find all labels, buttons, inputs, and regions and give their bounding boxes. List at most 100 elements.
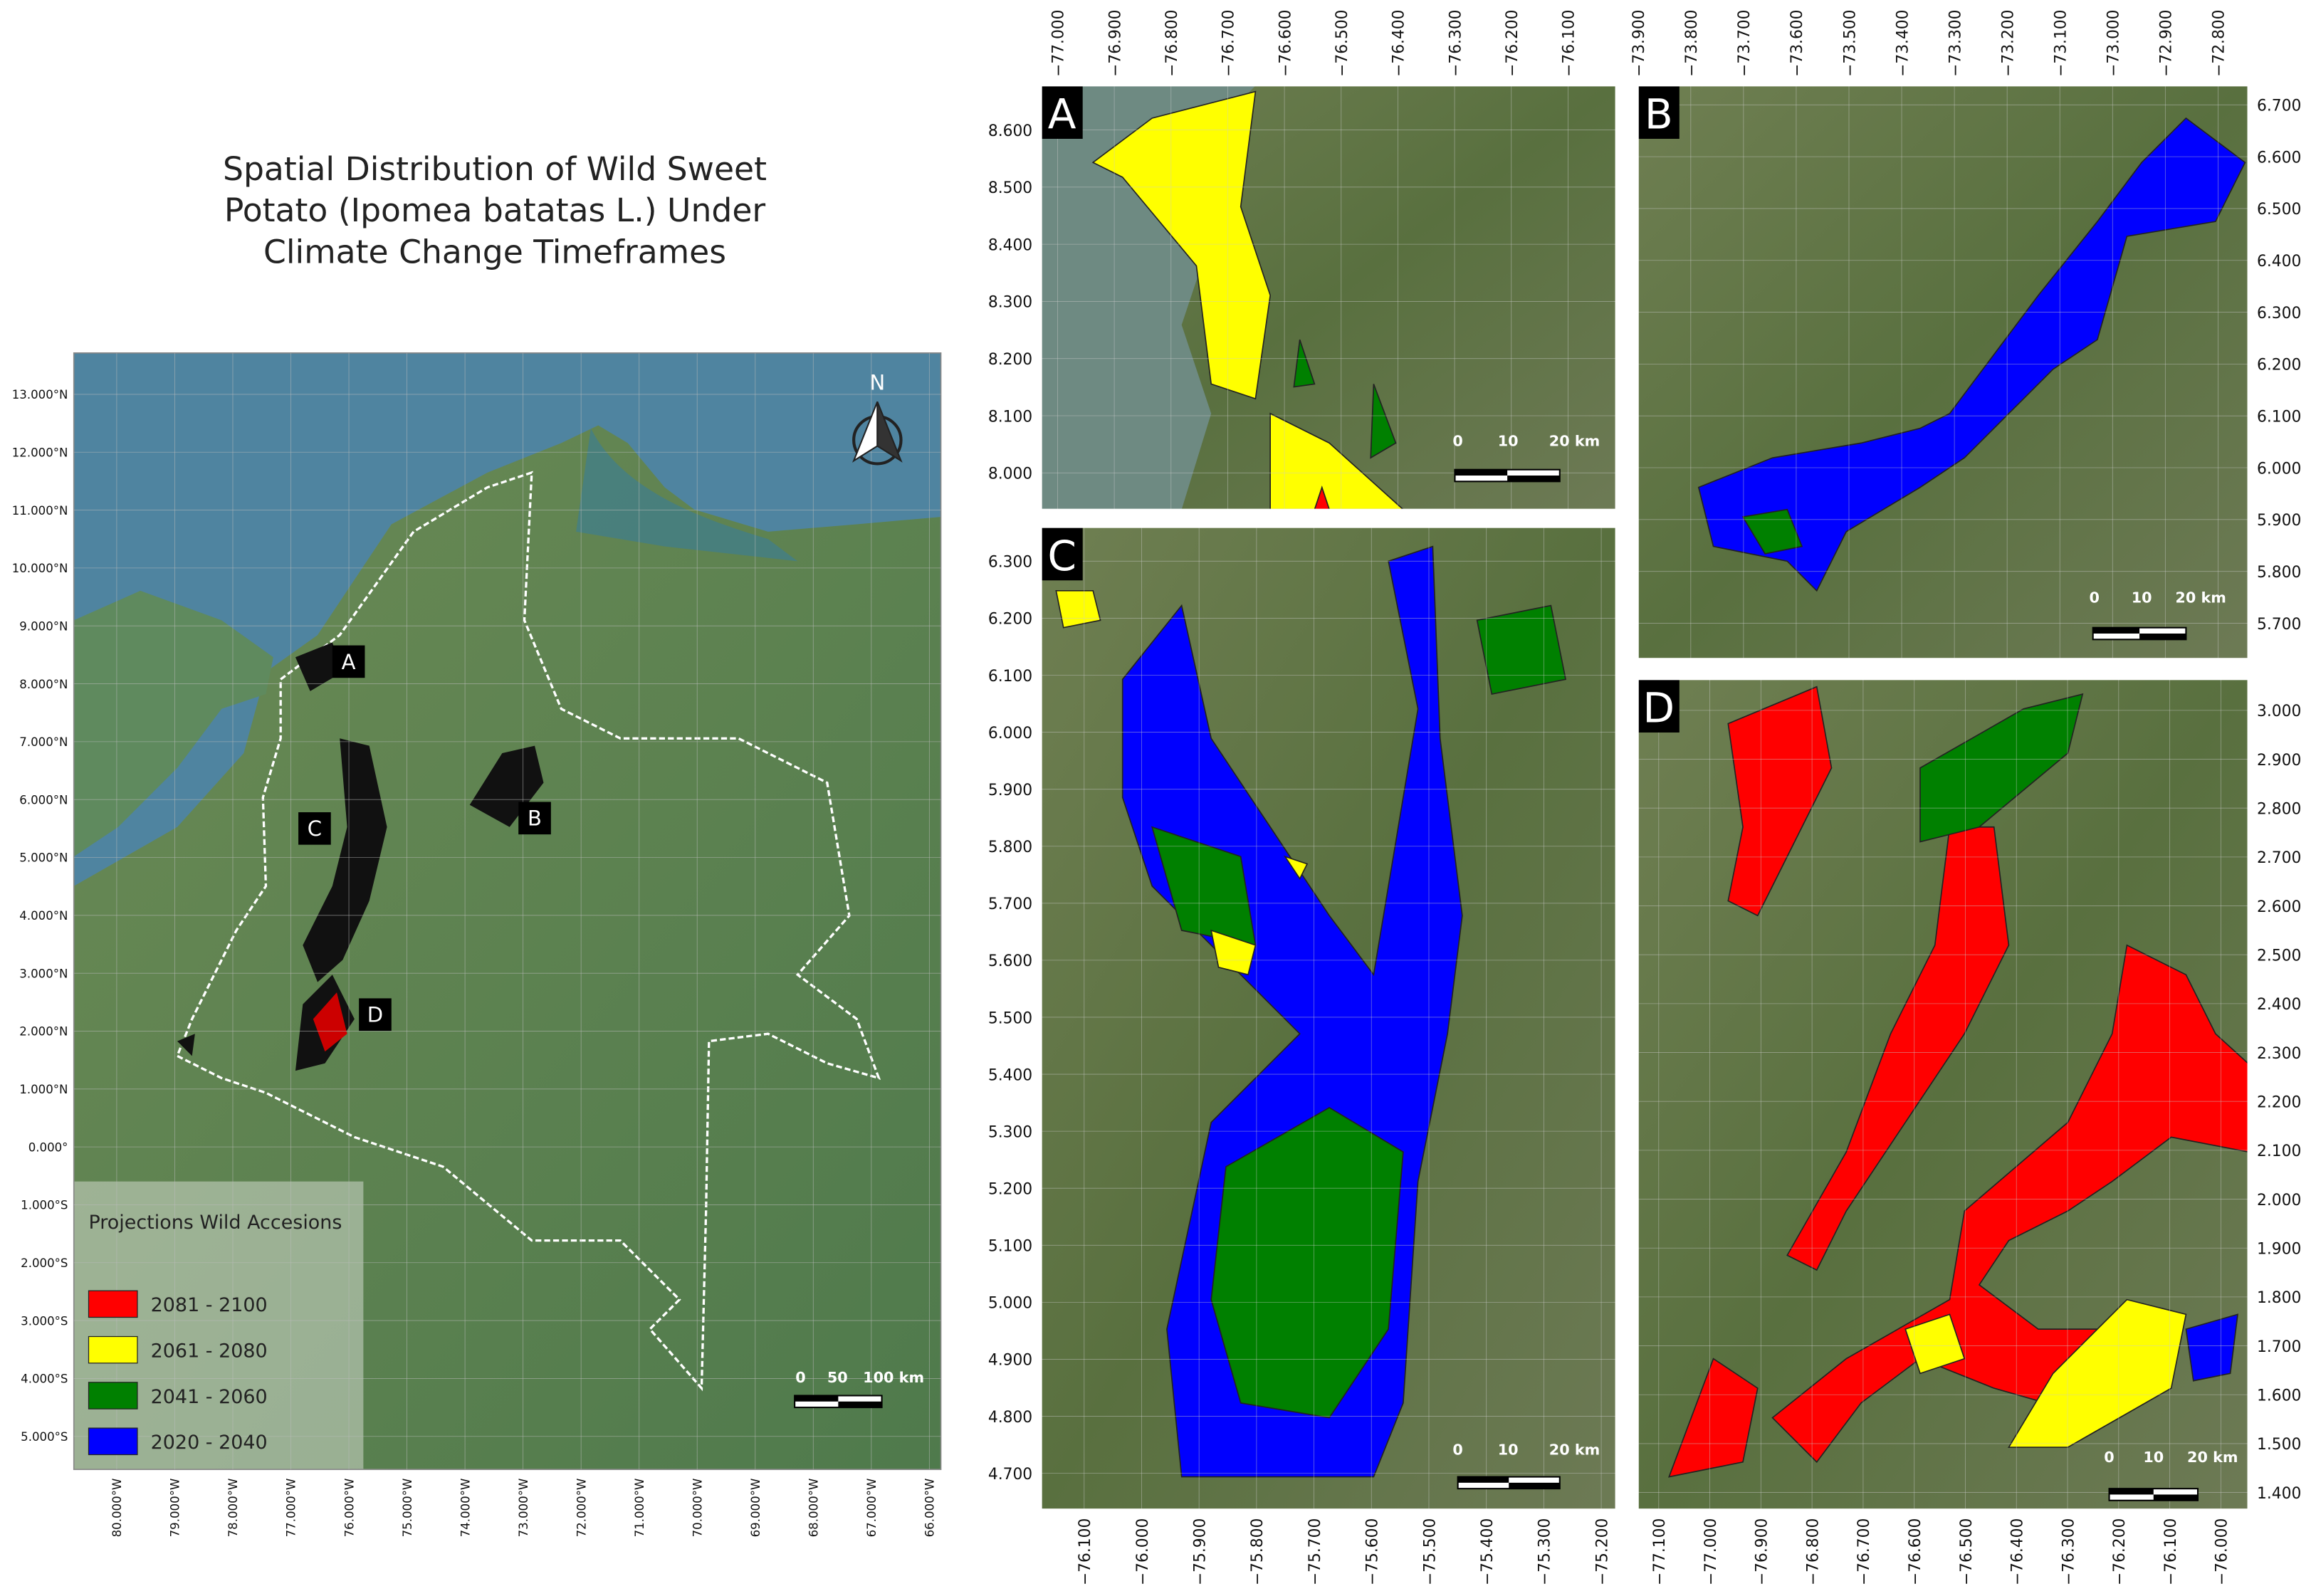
lat-label: 9.000°N — [19, 619, 68, 633]
lon-tick-label: −75.700 — [1306, 1518, 1324, 1585]
scale-bar-seg — [2153, 1494, 2199, 1501]
lat-label: 13.000°N — [12, 388, 68, 401]
lon-tick-label: −75.400 — [1479, 1518, 1497, 1585]
lat-tick-label: 1.500 — [2257, 1436, 2301, 1454]
lon-tick-label: −75.300 — [1536, 1518, 1554, 1585]
lat-tick-label: 6.300 — [988, 554, 1032, 572]
legend-swatch — [88, 1290, 138, 1318]
lat-tick-label: 8.300 — [988, 294, 1032, 312]
lon-tick-label: −76.600 — [1907, 1518, 1924, 1585]
region-label: C — [308, 817, 322, 841]
inset-label-box — [1041, 85, 1083, 140]
lat-label: 5.000°N — [19, 851, 68, 865]
lat-label: 6.000°N — [19, 793, 68, 807]
scale-label: 0 — [795, 1369, 805, 1386]
lat-tick-label: 5.000 — [988, 1295, 1032, 1313]
legend-label: 2061 - 2080 — [151, 1340, 268, 1363]
lat-tick-label: 1.700 — [2257, 1338, 2301, 1356]
inset-a: −77.000 −76.900 −76.800 −76.700 −76.600 −76.5… — [988, 9, 1617, 510]
lon-tick-label: −76.300 — [2060, 1518, 2077, 1585]
lat-tick-label: 6.200 — [988, 611, 1032, 629]
occurrence-area — [1091, 90, 1272, 400]
lon-tick-label: −76.100 — [2162, 1518, 2180, 1585]
scale-bar-seg — [1455, 469, 1508, 476]
lon-tick-label: −76.700 — [1855, 1518, 1873, 1585]
scale-label: 20 km — [2175, 589, 2226, 606]
lat-label: 4.000°N — [19, 909, 68, 923]
lat-tick-label: 8.000 — [988, 466, 1032, 483]
occurrence-area — [1668, 686, 2249, 1478]
lon-tick-label: −75.200 — [1593, 1518, 1611, 1585]
lon-tick-label: −73.500 — [1841, 9, 1859, 76]
scale-label: 10 — [2132, 589, 2152, 606]
scale-bar-seg — [795, 1395, 839, 1402]
lon-tick-label: −73.900 — [1630, 9, 1648, 76]
lon-tick-label: −73.100 — [2053, 9, 2070, 76]
scale-label: 10 — [1498, 433, 1519, 450]
lat-tick-label: 1.900 — [2257, 1241, 2301, 1259]
lat-tick-label: 5.800 — [2257, 564, 2301, 582]
lon-tick-label: −73.000 — [2105, 9, 2123, 76]
lon-label: 71.000°W — [633, 1479, 646, 1538]
lat-label: 4.000°S — [21, 1372, 68, 1386]
lat-tick-label: 6.600 — [2257, 149, 2301, 167]
lat-tick-label: 2.000 — [2257, 1192, 2301, 1209]
inset-label-box — [1638, 679, 1680, 733]
lat-tick-label: 8.100 — [988, 408, 1032, 426]
lat-tick-label: 8.400 — [988, 236, 1032, 254]
lat-tick-label: 2.400 — [2257, 996, 2301, 1014]
lat-tick-label: 5.700 — [2257, 616, 2301, 634]
lon-tick-label: −73.600 — [1788, 9, 1806, 76]
lat-tick-label: 5.900 — [2257, 512, 2301, 530]
lat-label: 2.000°S — [21, 1256, 68, 1270]
lon-tick-label: −75.600 — [1364, 1518, 1382, 1585]
lat-label: 3.000°S — [21, 1314, 68, 1328]
insets: −77.000 −76.900 −76.800 −76.700 −76.600 −76.5… — [988, 9, 2301, 1585]
lat-label: 8.000°N — [19, 678, 68, 691]
scale-label: 10 — [2143, 1449, 2164, 1466]
lat-label: 11.000°N — [12, 504, 68, 518]
scale-label: 0 — [2090, 589, 2100, 606]
lat-tick-label: 5.100 — [988, 1238, 1032, 1256]
lat-tick-label: 2.300 — [2257, 1045, 2301, 1063]
lon-label: 80.000°W — [110, 1479, 124, 1538]
lat-tick-label: 6.100 — [988, 668, 1032, 686]
occurrence-area — [1055, 590, 1309, 976]
inset-frame — [1040, 85, 1617, 510]
scale-label: 0 — [1452, 433, 1462, 450]
lon-tick-label: −76.800 — [1804, 1518, 1822, 1585]
lon-tick-label: −75.900 — [1191, 1518, 1209, 1585]
scale-bar-seg — [838, 1401, 882, 1408]
lat-tick-label: 8.500 — [988, 179, 1032, 197]
lon-label: 78.000°W — [226, 1479, 240, 1538]
region-label: D — [367, 1003, 383, 1027]
lon-label: 67.000°W — [865, 1479, 879, 1538]
lon-tick-label: −76.100 — [1076, 1518, 1094, 1585]
lat-tick-label: 2.900 — [2257, 752, 2301, 770]
lon-label: 73.000°W — [517, 1479, 530, 1538]
legend-box — [73, 1181, 364, 1470]
legend-label: 2081 - 2100 — [151, 1294, 268, 1316]
lat-tick-label: 8.600 — [988, 122, 1032, 140]
lon-tick-label: −76.600 — [1277, 9, 1294, 76]
scale-label: 0 — [1452, 1441, 1462, 1458]
lon-tick-label: −76.400 — [2009, 1518, 2027, 1585]
legend-label: 2041 - 2060 — [151, 1386, 268, 1408]
lon-tick-label: −72.800 — [2211, 9, 2228, 76]
inset-d: −77.100 −77.000 −76.900 −76.800 −76.700 −76.6… — [1637, 678, 2301, 1585]
north-label: N — [869, 371, 885, 395]
inset-label-box — [1041, 527, 1083, 581]
lon-tick-label: −76.400 — [1390, 9, 1408, 76]
scale-bar-seg — [1507, 476, 1560, 482]
lat-tick-label: 6.100 — [2257, 409, 2301, 426]
lon-tick-label: −76.200 — [2111, 1518, 2129, 1585]
sea — [576, 428, 798, 562]
main-frame — [73, 352, 942, 1471]
lon-label: 74.000°W — [459, 1479, 472, 1538]
inset-c: −76.100 −76.000 −75.900 −75.800 −75.700 −75.6… — [988, 526, 1617, 1585]
scale-bar-seg — [2139, 633, 2186, 640]
lat-tick-label: 5.900 — [988, 782, 1032, 799]
lon-tick-label: −76.200 — [1504, 9, 1521, 76]
occurrence-area — [1904, 1298, 2187, 1448]
scale-bar-seg — [1457, 1476, 1509, 1483]
